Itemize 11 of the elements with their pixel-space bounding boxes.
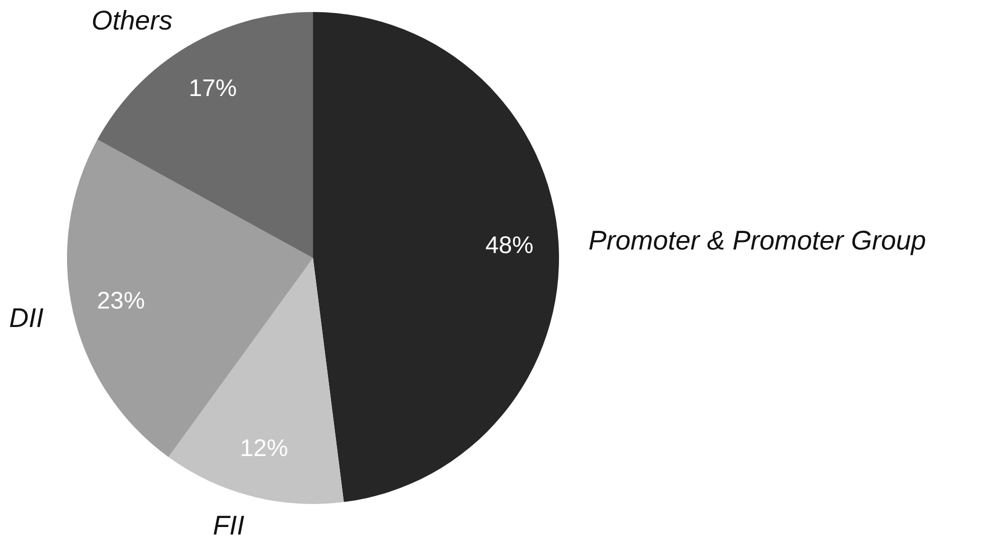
slice-label: FII bbox=[212, 510, 245, 540]
pie-slice bbox=[67, 139, 313, 458]
slice-label: Promoter & Promoter Group bbox=[588, 226, 926, 256]
slice-label: DII bbox=[9, 303, 44, 334]
data-label: 12% bbox=[240, 435, 288, 462]
data-label: 23% bbox=[96, 287, 145, 314]
data-label: 48% bbox=[485, 232, 534, 260]
data-label: 17% bbox=[188, 75, 237, 102]
pie-slice bbox=[168, 258, 344, 504]
slice-label: Others bbox=[91, 5, 173, 36]
pie-slice bbox=[313, 12, 559, 502]
